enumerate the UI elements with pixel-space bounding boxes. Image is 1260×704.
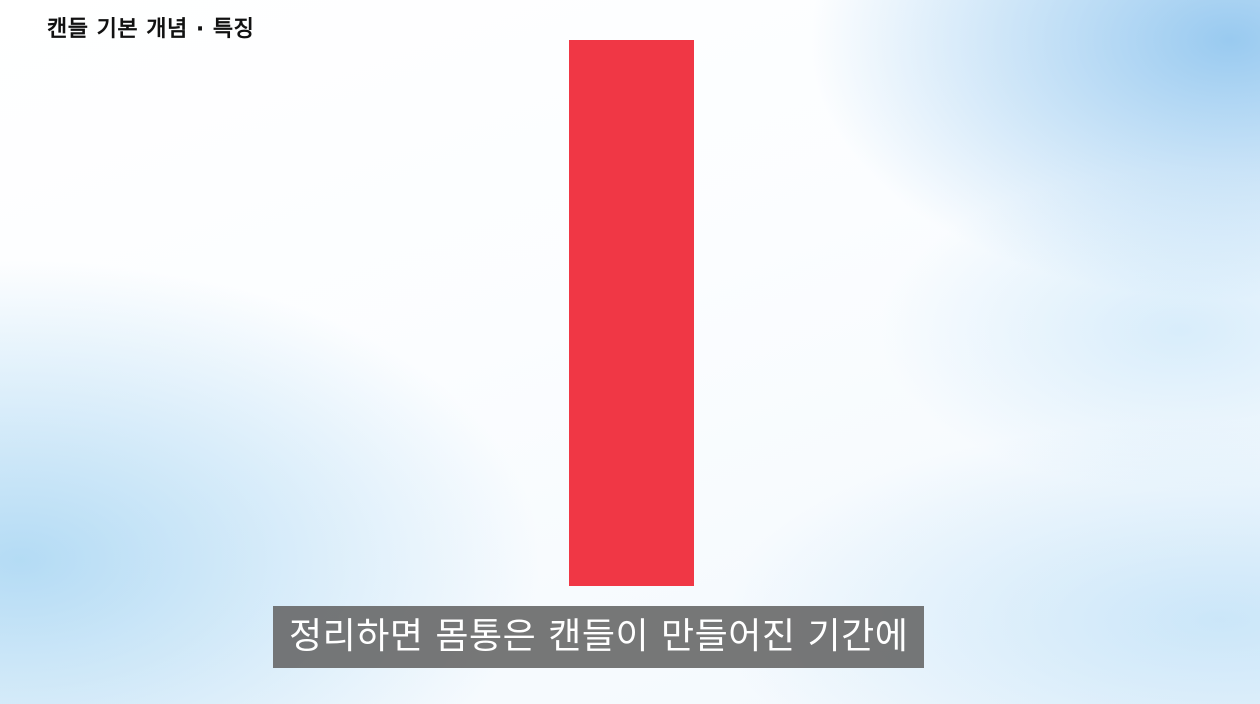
section-title: 캔들 기본 개념 · 특징 <box>47 17 255 42</box>
subtitle-caption: 정리하면 몸통은 캔들이 만들어진 기간에 <box>273 606 925 668</box>
red-candle-body <box>569 40 694 586</box>
